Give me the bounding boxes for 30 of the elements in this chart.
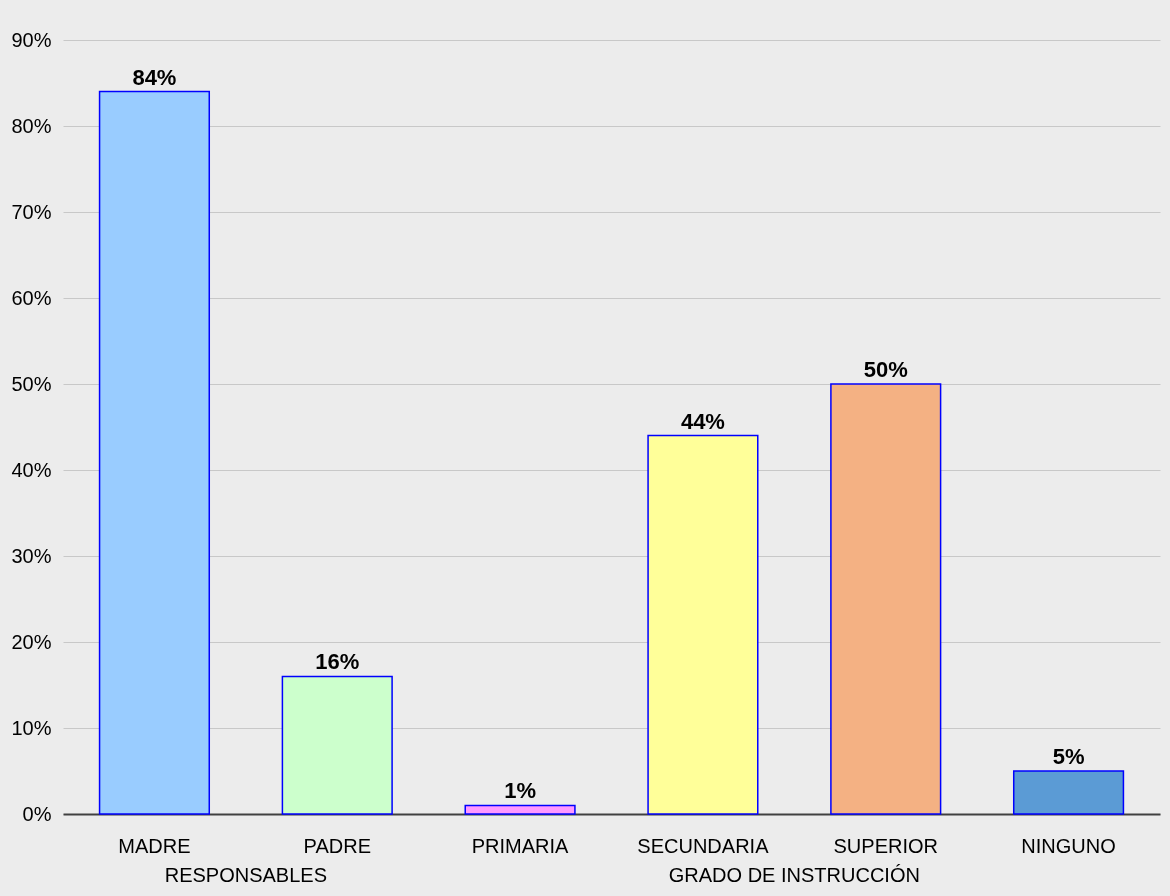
- x-tick-label: MADRE: [118, 834, 191, 857]
- y-tick-label: 50%: [11, 372, 52, 395]
- x-tick-label: NINGUNO: [1021, 834, 1116, 857]
- bar: [830, 383, 942, 815]
- y-tick-label: 40%: [11, 458, 52, 481]
- x-tick-label: SUPERIOR: [833, 834, 938, 857]
- text: GRADO DE INSTRUCCIÓN: [668, 864, 920, 886]
- y-tick-label: 30%: [11, 544, 52, 567]
- data-label: 50%: [863, 357, 908, 382]
- data-label: 5%: [1052, 744, 1085, 769]
- bar: [464, 804, 576, 815]
- bar: [281, 675, 393, 815]
- x-tick-label: PRIMARIA: [471, 834, 570, 857]
- data-label: 1%: [504, 778, 536, 804]
- y-tick-label: 70%: [11, 200, 52, 223]
- y-tick-label: 90%: [11, 28, 52, 51]
- y-tick-label: 20%: [11, 630, 52, 653]
- bar: [98, 90, 211, 815]
- y-tick-label: 80%: [11, 114, 52, 137]
- y-tick-label: 0%: [22, 802, 52, 825]
- bar: [647, 434, 759, 815]
- data-label: 84%: [132, 64, 177, 90]
- x-tick-label: PADRE: [303, 834, 371, 857]
- data-label: 44%: [680, 408, 725, 434]
- y-tick-label: 60%: [11, 286, 52, 309]
- x-tick-label: SECUNDARIA: [637, 834, 770, 857]
- y-tick-label: 10%: [11, 716, 52, 739]
- text: RESPONSABLES: [164, 864, 327, 886]
- bar: [1012, 770, 1125, 815]
- data-label: 16%: [315, 649, 360, 675]
